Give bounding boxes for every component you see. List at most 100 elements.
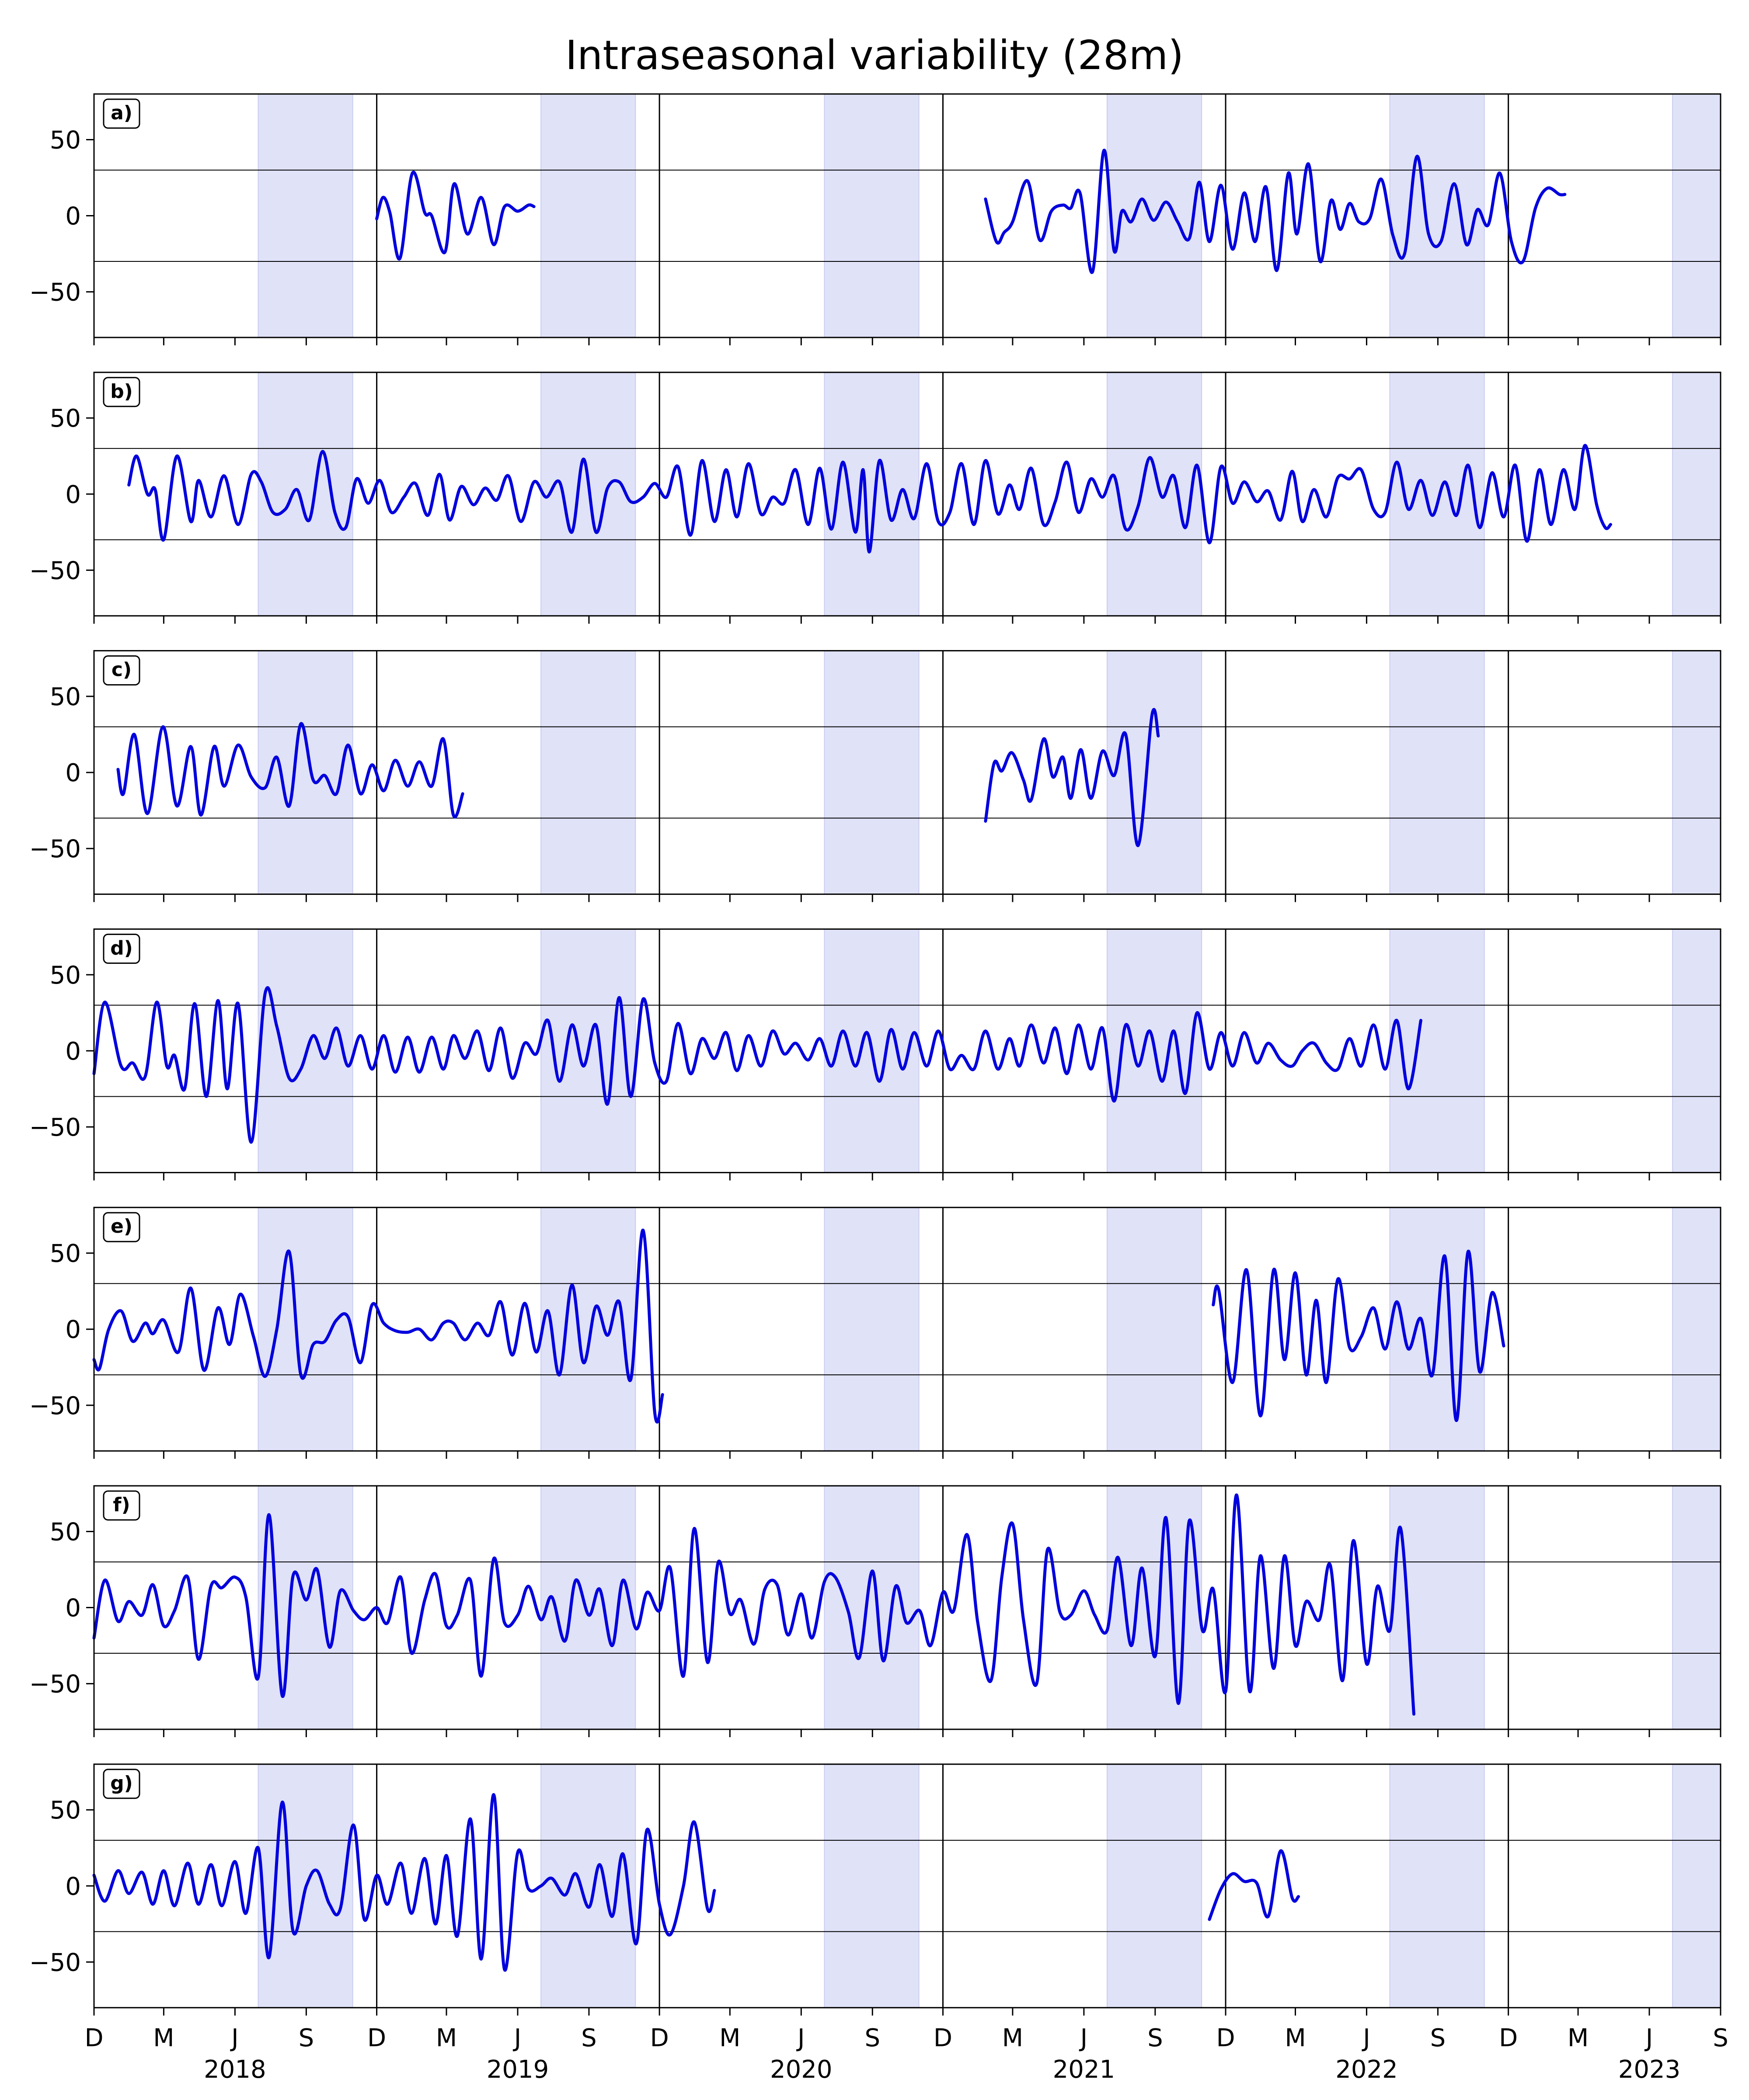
series-line [116, 722, 464, 819]
y-tick-label: 50 [50, 961, 81, 990]
shaded-period [1389, 1763, 1485, 2008]
y-tick-label: −50 [29, 1113, 81, 1142]
panel-a: −50 0 50 a) [29, 93, 1721, 345]
shaded-period [1107, 1485, 1202, 1730]
shaded-period [1389, 650, 1485, 895]
shaded-period [1389, 1485, 1485, 1730]
shaded-period [824, 1763, 920, 2008]
y-tick-label: −50 [29, 1670, 81, 1699]
shaded-period [824, 1207, 920, 1452]
chart-title: Intraseasonal variability (28m) [565, 32, 1184, 79]
shaded-period [1389, 94, 1485, 338]
y-tick-label: −50 [29, 835, 81, 863]
shaded-period [824, 94, 920, 338]
series-line [92, 1228, 664, 1424]
y-tick-label: −50 [29, 278, 81, 307]
x-tick-label: D [1216, 2024, 1235, 2052]
x-tick-label: M [436, 2024, 457, 2052]
shaded-period [540, 650, 636, 895]
panel-g: −50 0 50 g) [29, 1763, 1721, 2016]
shaded-period [1672, 1763, 1721, 2008]
series-line [1212, 1250, 1505, 1422]
shaded-period [1107, 650, 1202, 895]
y-tick-label: 0 [65, 480, 81, 509]
y-tick-label: −50 [29, 1948, 81, 1977]
y-tick-label: 0 [65, 202, 81, 231]
shaded-period [258, 94, 353, 338]
y-tick-label: 0 [65, 1316, 81, 1344]
x-tick-label: J [230, 2024, 239, 2052]
x-tick-label: S [299, 2024, 314, 2052]
x-tick-label: S [1713, 2024, 1728, 2052]
panel-label: c) [111, 659, 132, 681]
shaded-period [258, 372, 353, 616]
y-tick-label: 50 [50, 126, 81, 154]
panel-label: g) [110, 1772, 133, 1794]
panel-label: b) [110, 380, 133, 403]
panel-f: −50 0 50 f) [29, 1485, 1721, 1737]
panel-d: −50 0 50 d) [29, 928, 1721, 1181]
x-tick-label: S [865, 2024, 881, 2052]
shaded-period [540, 94, 636, 338]
panel-b: −50 0 50 b) [29, 372, 1721, 624]
series-line [92, 986, 1422, 1144]
x-tick-label: S [1430, 2024, 1446, 2052]
shaded-period [824, 1485, 920, 1730]
y-tick-label: 50 [50, 404, 81, 433]
shaded-period [1107, 1207, 1202, 1452]
shaded-period [1107, 372, 1202, 616]
x-tick-label: J [513, 2024, 522, 2052]
year-label: 2023 [1618, 2055, 1681, 2084]
shaded-period [1672, 1485, 1721, 1730]
x-tick-label: J [1079, 2024, 1088, 2052]
series-line [92, 1493, 1415, 1716]
series-line [984, 149, 1567, 274]
shaded-period [824, 650, 920, 895]
x-tick-label: J [796, 2024, 805, 2052]
series-line [1208, 1849, 1300, 1921]
y-tick-label: −50 [29, 556, 81, 585]
year-label: 2021 [1053, 2055, 1115, 2084]
panel-label-box [103, 933, 140, 964]
shaded-period [1672, 650, 1721, 895]
series-line [984, 708, 1160, 847]
y-tick-label: 0 [65, 1872, 81, 1901]
x-tick-label: M [1568, 2024, 1589, 2052]
year-label: 2019 [487, 2055, 549, 2084]
shaded-period [1389, 928, 1485, 1173]
shaded-period [1107, 94, 1202, 338]
panel-label-box [103, 1490, 140, 1521]
shaded-period [1672, 928, 1721, 1173]
y-tick-label: 50 [50, 1796, 81, 1825]
panel-e: −50 0 50 e) [29, 1206, 1721, 1459]
y-tick-label: −50 [29, 1392, 81, 1420]
y-tick-label: 50 [50, 1518, 81, 1546]
x-tick-label: M [153, 2024, 174, 2052]
shaded-period [1672, 1207, 1721, 1452]
y-tick-label: 50 [50, 1240, 81, 1268]
x-tick-label: S [581, 2024, 597, 2052]
year-label: 2020 [770, 2055, 833, 2084]
y-tick-label: 50 [50, 683, 81, 711]
shaded-period [258, 1207, 353, 1452]
x-tick-label: S [1147, 2024, 1163, 2052]
shaded-period [824, 372, 920, 616]
x-tick-label: M [1002, 2024, 1023, 2052]
shaded-period [540, 1763, 636, 2008]
series-line [127, 444, 1612, 554]
shaded-period [258, 650, 353, 895]
y-tick-label: 0 [65, 759, 81, 787]
x-tick-label: D [367, 2024, 386, 2052]
x-tick-label: M [1285, 2024, 1306, 2052]
shaded-period [258, 1485, 353, 1730]
panel-label-box [103, 1212, 140, 1242]
panel-label: e) [111, 1215, 132, 1238]
x-tick-label: D [84, 2024, 103, 2052]
panel-label-box [103, 98, 140, 129]
shaded-period [1672, 372, 1721, 616]
x-tick-label: D [1499, 2024, 1518, 2052]
x-tick-label: J [1362, 2024, 1370, 2052]
x-tick-label: D [934, 2024, 952, 2052]
